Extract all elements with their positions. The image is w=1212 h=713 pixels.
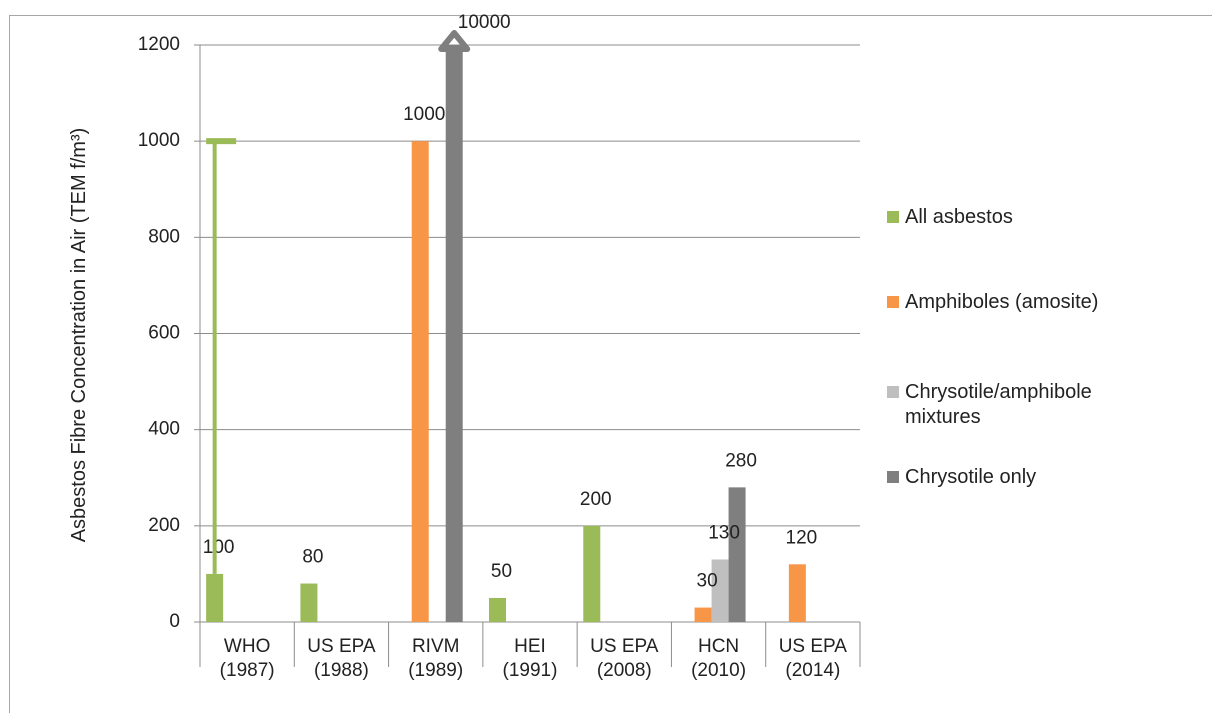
- y-tick-label: 1000: [138, 130, 180, 151]
- data-label: 130: [708, 523, 740, 544]
- legend-swatch: [887, 296, 899, 308]
- data-label: 30: [697, 571, 718, 592]
- bar: [300, 583, 318, 622]
- y-tick-label: 0: [169, 611, 180, 632]
- data-label: 1000: [403, 104, 445, 125]
- bar: [206, 573, 224, 622]
- bar: [728, 487, 746, 622]
- bar: [411, 141, 429, 622]
- bar: [445, 45, 463, 622]
- bar: [711, 559, 729, 622]
- data-label: 200: [580, 489, 612, 510]
- bar: [694, 607, 712, 622]
- y-axis-title: Asbestos Fibre Concentration in Air (TEM…: [68, 127, 90, 543]
- y-tick-label: 1200: [138, 34, 180, 55]
- bars: [206, 45, 806, 622]
- bar: [583, 525, 601, 622]
- x-tick-label: HEI (1991): [502, 636, 558, 681]
- legend-swatch: [887, 471, 899, 483]
- y-tick-label: 600: [148, 323, 180, 344]
- x-tick-label: US EPA (2014): [778, 636, 847, 681]
- data-label: 10000: [458, 12, 511, 33]
- data-label: 280: [725, 450, 757, 471]
- legend-swatch: [887, 211, 899, 223]
- x-tick-label: RIVM (1989): [408, 636, 464, 681]
- x-tick-label: HCN (2010): [691, 636, 747, 681]
- legend-label: Amphiboles (amosite): [905, 291, 1099, 313]
- y-tick-label: 200: [148, 515, 180, 536]
- y-tick-label: 800: [148, 226, 180, 247]
- legend-label: All asbestos: [905, 206, 1013, 228]
- overflow-arrow: [438, 30, 471, 52]
- x-tick-label: WHO (1987): [219, 636, 275, 681]
- y-tick-label: 400: [148, 419, 180, 440]
- data-label: 50: [491, 561, 512, 582]
- legend-swatch: [887, 386, 899, 398]
- legend-item: Chrysotile only: [887, 465, 1105, 490]
- legend-label: Chrysotile only: [905, 466, 1037, 488]
- bar: [489, 597, 506, 622]
- chart-frame: [9, 15, 1212, 713]
- data-label: 100: [203, 537, 235, 558]
- legend-item: All asbestos: [887, 205, 1105, 230]
- legend-item: Chrysotile/amphibole mixtures: [887, 380, 1105, 430]
- x-tick-label: US EPA (1988): [307, 636, 376, 681]
- legend-label: Chrysotile/amphibole mixtures: [905, 381, 1092, 428]
- legend-item: Amphiboles (amosite): [887, 290, 1105, 315]
- data-label: 80: [302, 547, 323, 568]
- bar: [788, 564, 806, 622]
- data-label: 120: [786, 527, 818, 548]
- x-tick-label: US EPA (2008): [590, 636, 659, 681]
